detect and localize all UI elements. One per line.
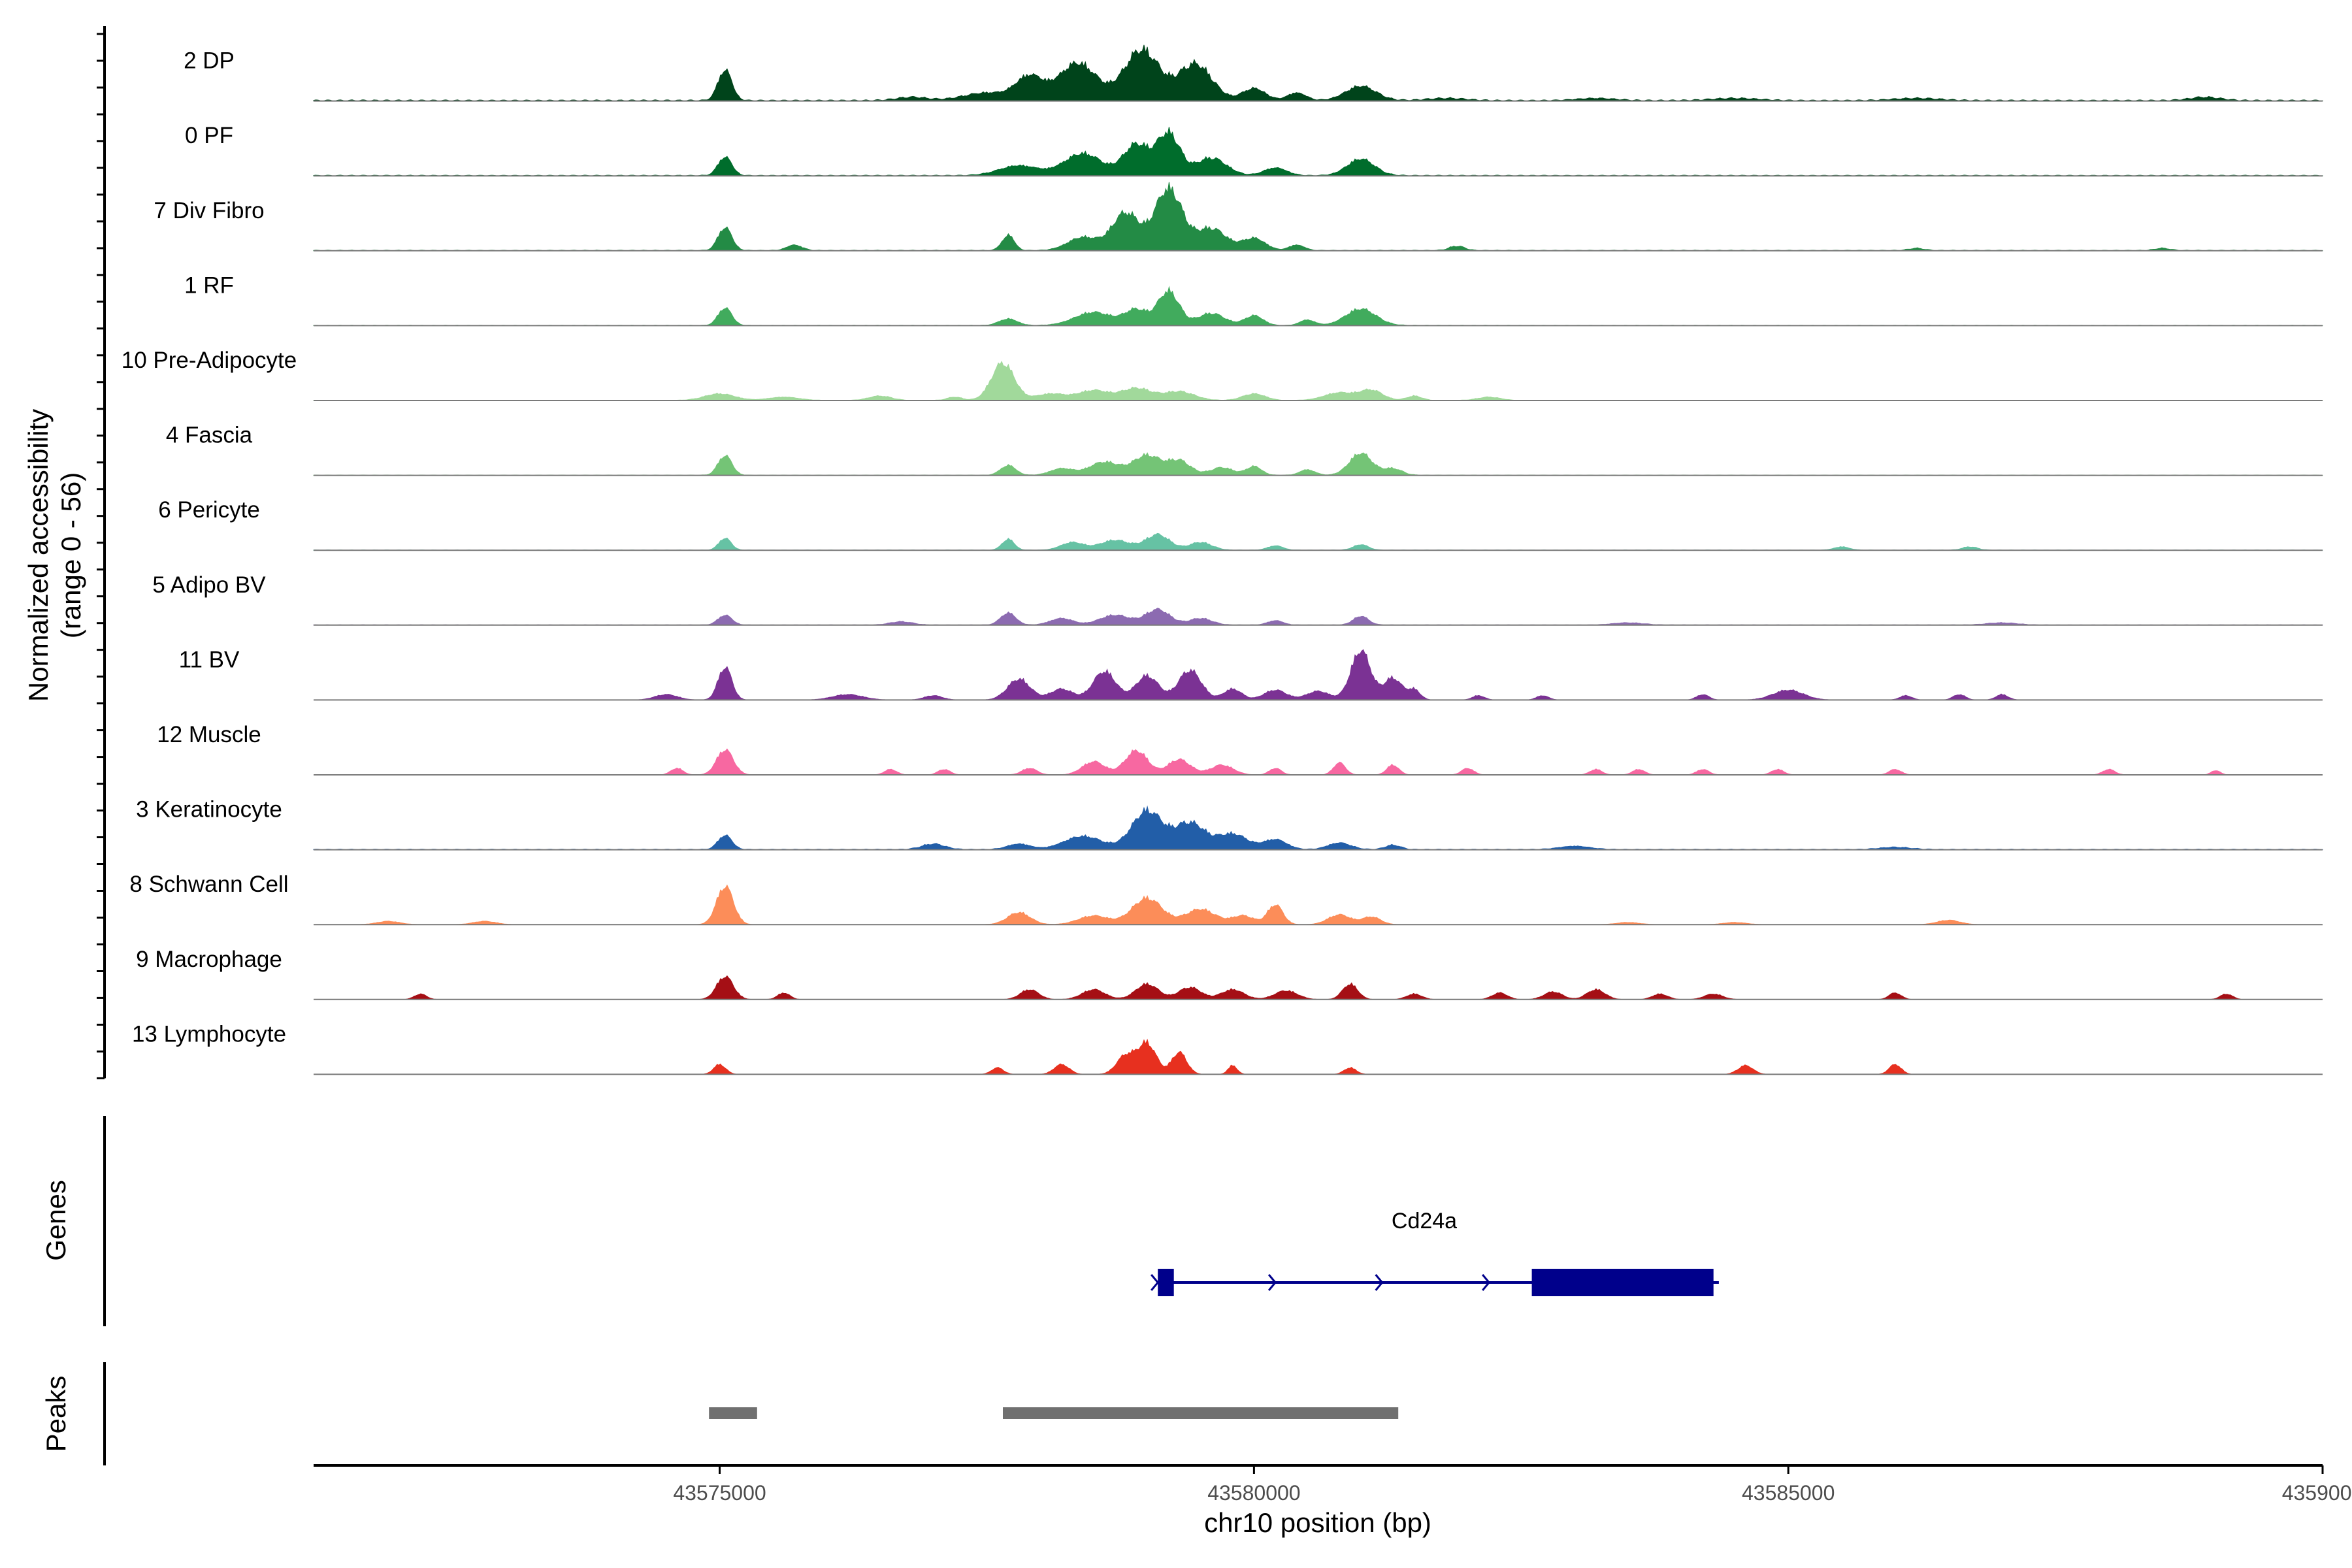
track-label: 7 Div Fibro	[154, 198, 264, 223]
y-axis-title-line1: Normalized accessibility	[23, 409, 54, 702]
genes-track-label: Genes	[41, 1180, 71, 1261]
coverage-area	[313, 452, 2323, 476]
strand-arrow-icon	[1375, 1274, 1384, 1291]
track-7-div-fibro: 7 Div Fibro	[154, 182, 2323, 252]
x-tick-label: 4359000	[2282, 1481, 2352, 1505]
track-13-lymphocyte: 13 Lymphocyte	[132, 1021, 2323, 1075]
x-tick-label: 43585000	[1742, 1481, 1835, 1505]
gene-name-label: Cd24a	[1392, 1209, 1457, 1233]
track-8-schwann-cell: 8 Schwann Cell	[129, 872, 2323, 926]
coverage-area	[314, 649, 2323, 700]
track-3-keratinocyte: 3 Keratinocyte	[136, 797, 2323, 851]
peaks-track-label: Peaks	[41, 1376, 71, 1452]
x-tick-label: 43580000	[1207, 1481, 1300, 1505]
peak-regions	[709, 1407, 1399, 1419]
coverage-area	[314, 975, 2323, 1000]
track-4-fascia: 4 Fascia	[166, 423, 2323, 476]
peak-region	[709, 1407, 757, 1419]
coverage-area	[314, 748, 2323, 776]
track-6-pericyte: 6 Pericyte	[158, 497, 2323, 551]
track-label: 6 Pericyte	[158, 497, 260, 523]
coverage-area	[314, 1038, 2323, 1075]
strand-arrow-icon	[1267, 1274, 1277, 1291]
coverage-area	[313, 44, 2323, 102]
track-2-dp: 2 DP	[184, 44, 2323, 102]
coverage-area	[313, 805, 2323, 851]
coverage-area	[313, 361, 2323, 401]
track-label: 13 Lymphocyte	[132, 1021, 286, 1047]
track-label: 4 Fascia	[166, 423, 253, 448]
track-5-adipo-bv: 5 Adipo BV	[152, 572, 2323, 626]
peak-region	[1003, 1407, 1399, 1419]
coverage-area	[313, 127, 2323, 176]
coverage-area	[313, 608, 2323, 626]
track-12-muscle: 12 Muscle	[157, 722, 2323, 776]
track-10-pre-adipocyte: 10 Pre-Adipocyte	[122, 348, 2323, 401]
coverage-area	[313, 532, 2323, 551]
strand-arrow-icon	[1151, 1274, 1160, 1291]
track-label: 12 Muscle	[157, 722, 261, 747]
gene-model	[1151, 1269, 1719, 1296]
accessibility-tracks: 2 DP 0 PF 7 Div Fibro 1 RF 10 Pre-Adipocyte 4…	[122, 44, 2323, 1075]
x-axis-title: chr10 position (bp)	[1204, 1507, 1431, 1538]
track-label: 0 PF	[185, 123, 233, 148]
coverage-area	[313, 286, 2323, 326]
coverage-area	[313, 182, 2323, 252]
track-label: 2 DP	[184, 48, 235, 74]
track-0-pf: 0 PF	[185, 123, 2323, 177]
x-tick-label: 43575000	[673, 1481, 766, 1505]
y-axis-title-line2: (range 0 - 56)	[56, 472, 86, 638]
track-label: 1 RF	[184, 272, 234, 298]
gene-exon	[1158, 1269, 1174, 1296]
y-axis	[97, 26, 106, 1079]
track-label: 10 Pre-Adipocyte	[122, 348, 297, 373]
track-label: 9 Macrophage	[136, 947, 282, 972]
track-label: 3 Keratinocyte	[136, 797, 282, 823]
track-11-bv: 11 BV	[179, 647, 2323, 701]
x-axis: 43575000 43580000 43585000 4359000	[314, 1464, 2352, 1505]
track-label: 8 Schwann Cell	[129, 872, 288, 897]
track-label: 11 BV	[179, 647, 240, 672]
gene-exon	[1531, 1269, 1714, 1296]
track-9-macrophage: 9 Macrophage	[136, 947, 2323, 1000]
coverage-area	[314, 884, 2323, 925]
track-1-rf: 1 RF	[184, 272, 2323, 327]
strand-arrow-icon	[1482, 1274, 1491, 1291]
track-label: 5 Adipo BV	[152, 572, 266, 598]
